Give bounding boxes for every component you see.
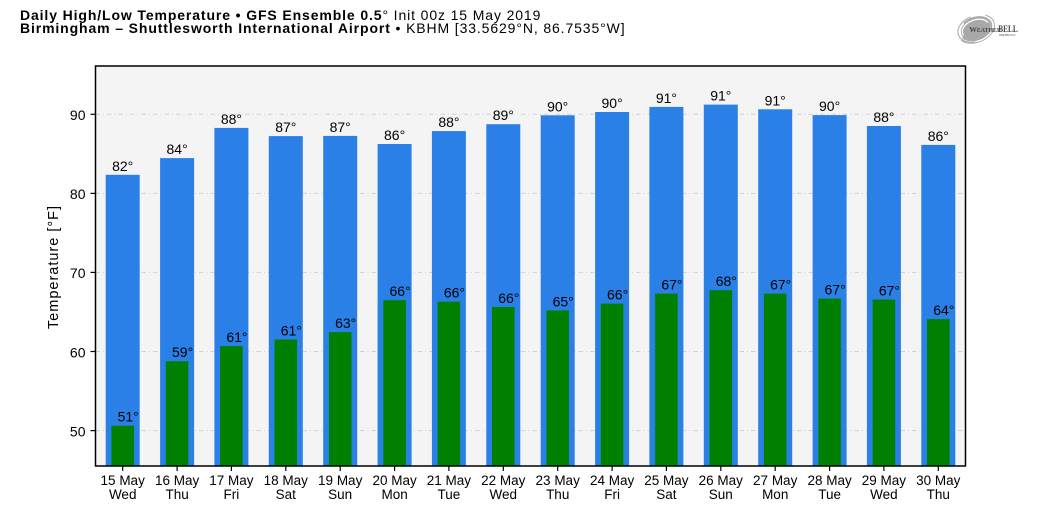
svg-text:Sat: Sat <box>656 487 677 502</box>
svg-text:63°: 63° <box>335 315 356 331</box>
svg-text:Tue: Tue <box>818 487 841 502</box>
svg-text:Temperature [°F]: Temperature [°F] <box>46 205 62 329</box>
svg-text:BELL: BELL <box>998 23 1018 34</box>
svg-text:67°: 67° <box>879 283 900 299</box>
svg-text:88°: 88° <box>438 114 459 130</box>
svg-text:90: 90 <box>70 107 86 123</box>
svg-text:Thu: Thu <box>165 487 188 502</box>
svg-text:Tue: Tue <box>438 487 461 502</box>
svg-text:88°: 88° <box>221 111 242 127</box>
svg-text:17 May: 17 May <box>209 473 254 488</box>
svg-text:24 May: 24 May <box>590 473 635 488</box>
svg-text:60: 60 <box>70 344 86 360</box>
svg-text:66°: 66° <box>390 283 411 299</box>
svg-text:29 May: 29 May <box>862 473 907 488</box>
svg-text:22 May: 22 May <box>481 473 526 488</box>
svg-text:27 May: 27 May <box>753 473 798 488</box>
svg-text:67°: 67° <box>770 277 791 293</box>
svg-text:15 May: 15 May <box>101 473 146 488</box>
svg-text:65°: 65° <box>553 293 574 309</box>
svg-text:82°: 82° <box>112 158 133 174</box>
svg-text:21 May: 21 May <box>427 473 472 488</box>
svg-text:25 May: 25 May <box>644 473 689 488</box>
svg-text:64°: 64° <box>933 302 954 318</box>
svg-text:91°: 91° <box>656 90 677 106</box>
svg-text:26 May: 26 May <box>699 473 744 488</box>
svg-text:Thu: Thu <box>927 487 950 502</box>
svg-text:Wed: Wed <box>109 487 137 502</box>
svg-text:61°: 61° <box>226 329 247 345</box>
svg-text:91°: 91° <box>765 92 786 108</box>
svg-text:Wed: Wed <box>870 487 898 502</box>
svg-text:WEATHER: WEATHER <box>969 25 1002 34</box>
svg-text:59°: 59° <box>172 344 193 360</box>
svg-text:20 May: 20 May <box>372 473 417 488</box>
svg-text:Sun: Sun <box>328 487 352 502</box>
svg-text:50: 50 <box>70 423 86 439</box>
svg-text:86°: 86° <box>384 127 405 143</box>
svg-text:91°: 91° <box>710 88 731 104</box>
svg-text:18 May: 18 May <box>264 473 309 488</box>
svg-text:Sat: Sat <box>276 487 297 502</box>
svg-text:87°: 87° <box>330 119 351 135</box>
svg-text:68°: 68° <box>716 273 737 289</box>
svg-text:Fri: Fri <box>604 487 620 502</box>
svg-text:90°: 90° <box>602 95 623 111</box>
svg-text:Fri: Fri <box>224 487 240 502</box>
svg-text:Sun: Sun <box>709 487 733 502</box>
svg-text:90°: 90° <box>547 98 568 114</box>
svg-text:19 May: 19 May <box>318 473 363 488</box>
svg-text:86°: 86° <box>928 128 949 144</box>
svg-text:Thu: Thu <box>546 487 569 502</box>
svg-text:23 May: 23 May <box>536 473 581 488</box>
svg-text:67°: 67° <box>661 277 682 293</box>
svg-text:61°: 61° <box>281 323 302 339</box>
svg-text:90°: 90° <box>819 98 840 114</box>
svg-text:84°: 84° <box>167 141 188 157</box>
svg-text:16 May: 16 May <box>155 473 200 488</box>
svg-text:66°: 66° <box>607 287 628 303</box>
svg-text:70: 70 <box>70 265 86 281</box>
svg-text:66°: 66° <box>444 285 465 301</box>
svg-text:30 May: 30 May <box>916 473 961 488</box>
svg-text:80: 80 <box>70 186 86 202</box>
svg-text:51°: 51° <box>118 409 139 425</box>
svg-text:88°: 88° <box>873 109 894 125</box>
svg-text:ANALYTICS LLC: ANALYTICS LLC <box>999 34 1016 37</box>
svg-text:Mon: Mon <box>762 487 788 502</box>
svg-text:Wed: Wed <box>490 487 518 502</box>
svg-text:Mon: Mon <box>381 487 407 502</box>
svg-text:66°: 66° <box>498 290 519 306</box>
svg-text:28 May: 28 May <box>807 473 852 488</box>
svg-text:89°: 89° <box>493 107 514 123</box>
svg-text:67°: 67° <box>825 282 846 298</box>
svg-text:87°: 87° <box>275 119 296 135</box>
